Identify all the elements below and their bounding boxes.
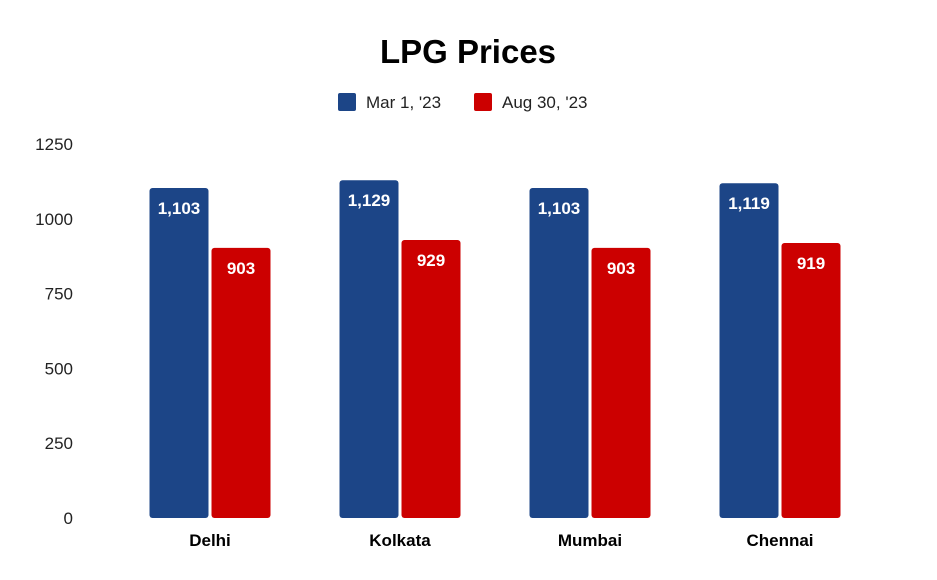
x-axis: Delhi Kolkata Mumbai Chennai xyxy=(189,531,813,550)
y-tick-label: 1250 xyxy=(35,135,73,154)
data-label: 903 xyxy=(607,259,635,278)
data-label: 919 xyxy=(797,254,825,273)
bar xyxy=(719,183,779,519)
x-tick-label: Kolkata xyxy=(369,531,431,550)
chart-title: LPG Prices xyxy=(380,33,556,70)
bar xyxy=(781,243,841,518)
bar xyxy=(529,187,589,518)
y-tick-label: 500 xyxy=(45,359,73,378)
legend-swatch xyxy=(338,93,356,111)
data-label: 903 xyxy=(227,259,255,278)
bar xyxy=(339,180,399,519)
y-tick-label: 1000 xyxy=(35,210,73,229)
legend: Mar 1, '23 Aug 30, '23 xyxy=(338,93,587,112)
legend-swatch xyxy=(474,93,492,111)
x-tick-label: Chennai xyxy=(746,531,813,550)
x-tick-label: Mumbai xyxy=(558,531,622,550)
data-label: 929 xyxy=(417,251,445,270)
bars: 1,103 903 1,129 929 1,103 903 1,119 919 xyxy=(149,180,841,519)
legend-label: Mar 1, '23 xyxy=(366,93,441,112)
legend-label: Aug 30, '23 xyxy=(502,93,587,112)
x-tick-label: Delhi xyxy=(189,531,231,550)
y-tick-label: 250 xyxy=(45,434,73,453)
y-tick-label: 750 xyxy=(45,285,73,304)
data-label: 1,119 xyxy=(728,194,770,213)
y-tick-label: 0 xyxy=(64,509,73,528)
bar xyxy=(149,187,209,518)
data-label: 1,129 xyxy=(348,191,391,210)
data-label: 1,103 xyxy=(158,199,201,218)
y-axis: 0 250 500 750 1000 1250 xyxy=(35,135,73,528)
bar xyxy=(401,240,461,518)
bar xyxy=(211,247,271,519)
data-label: 1,103 xyxy=(538,199,581,218)
bar xyxy=(591,247,651,519)
